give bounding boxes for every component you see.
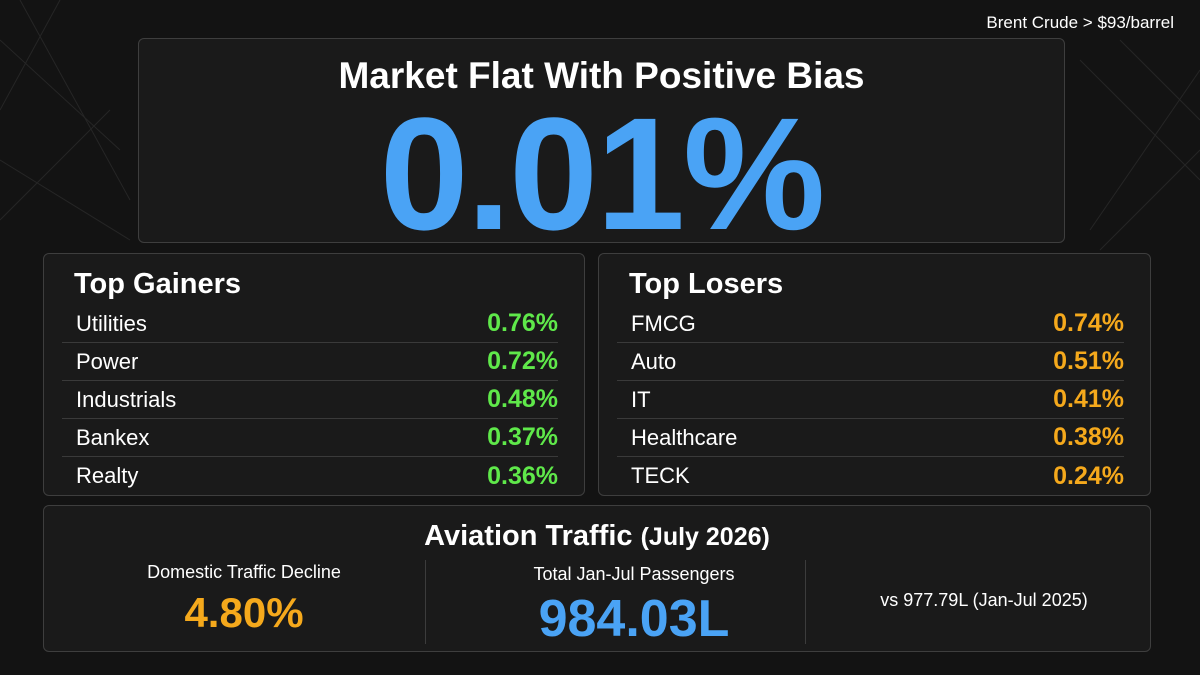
gain-value: 0.76% (487, 309, 558, 337)
top-losers-title: Top Losers (629, 268, 784, 300)
loss-value: 0.74% (1053, 309, 1124, 337)
sector-name: Bankex (76, 424, 150, 450)
aviation-title-main: Aviation Traffic (424, 520, 633, 552)
loser-row: IT 0.41% (617, 381, 1124, 419)
sector-name: Industrials (76, 386, 177, 412)
gainer-row: Power 0.72% (62, 343, 558, 381)
loser-row: Healthcare 0.38% (617, 419, 1124, 457)
gainer-row: Industrials 0.48% (62, 381, 558, 419)
total-passengers-label: Total Jan-Jul Passengers (533, 564, 735, 584)
loser-row: FMCG 0.74% (617, 305, 1124, 343)
top-losers-panel: Top Losers FMCG 0.74% Auto 0.51% IT 0.41… (598, 253, 1151, 496)
gain-value: 0.37% (487, 423, 558, 451)
stat-divider (805, 560, 806, 644)
losers-list: FMCG 0.74% Auto 0.51% IT 0.41% Healthcar… (617, 305, 1124, 495)
gainer-row: Utilities 0.76% (62, 305, 558, 343)
domestic-traffic-value: 4.80% (184, 589, 304, 636)
market-headline: Market Flat With Positive Bias (338, 55, 865, 96)
market-change-value: 0.01% (379, 84, 826, 263)
comparison-stat: vs 977.79L (Jan-Jul 2025) (824, 590, 1144, 611)
loss-value: 0.24% (1053, 461, 1124, 490)
gain-value: 0.72% (487, 347, 558, 375)
sector-name: FMCG (631, 310, 696, 336)
loss-value: 0.51% (1053, 347, 1124, 375)
brent-crude-ticker: Brent Crude > $93/barrel (986, 13, 1174, 32)
gain-value: 0.48% (487, 385, 558, 413)
stat-divider (425, 560, 426, 644)
gain-value: 0.36% (487, 461, 558, 490)
sector-name: Realty (76, 463, 139, 488)
domestic-traffic-stat: Domestic Traffic Decline 4.80% (104, 562, 384, 637)
sector-name: TECK (631, 463, 690, 488)
aviation-traffic-card: Aviation Traffic (July 2026) Domestic Tr… (43, 505, 1151, 652)
loser-row: Auto 0.51% (617, 343, 1124, 381)
total-passengers-value: 984.03L (538, 590, 730, 648)
aviation-title: Aviation Traffic (July 2026) (44, 520, 1150, 553)
loser-row: TECK 0.24% (617, 457, 1124, 495)
total-passengers-stat: Total Jan-Jul Passengers 984.03L (464, 564, 804, 649)
market-summary-card: Market Flat With Positive Bias 0.01% (138, 38, 1065, 254)
loss-value: 0.38% (1053, 423, 1124, 451)
sector-name: Healthcare (631, 424, 738, 450)
sector-name: Utilities (76, 310, 147, 336)
sector-name: IT (631, 386, 651, 412)
sector-name: Power (76, 348, 139, 374)
loss-value: 0.41% (1053, 385, 1124, 413)
gainer-row: Bankex 0.37% (62, 419, 558, 457)
gainer-row: Realty 0.36% (62, 457, 558, 495)
comparison-text: vs 977.79L (Jan-Jul 2025) (880, 590, 1088, 610)
gainers-list: Utilities 0.76% Power 0.72% Industrials … (62, 305, 558, 495)
domestic-traffic-label: Domestic Traffic Decline (147, 562, 341, 582)
aviation-title-period: (July 2026) (640, 523, 770, 551)
sector-name: Auto (631, 348, 677, 374)
top-gainers-panel: Top Gainers Utilities 0.76% Power 0.72% … (43, 253, 585, 496)
top-gainers-title: Top Gainers (74, 268, 242, 300)
